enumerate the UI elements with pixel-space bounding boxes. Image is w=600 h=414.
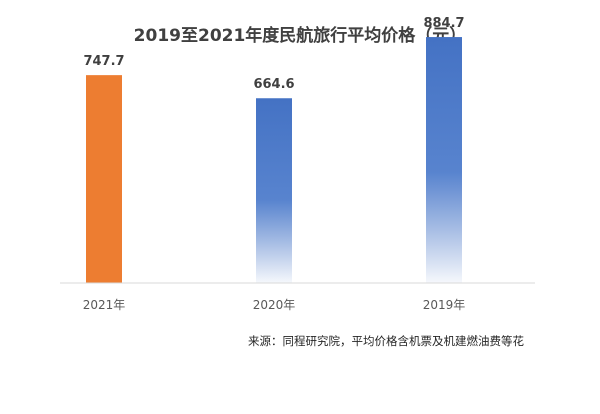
x-tick-label: 2019年 [423,298,466,312]
labels-layer: 747.7 2021年 664.6 2020年 884.7 2019年 [83,16,466,312]
data-label-2019年: 884.7 [423,16,464,31]
bar-2021年 [86,75,122,283]
x-tick-label: 2021年 [83,298,126,312]
bars-layer [86,37,462,283]
x-tick-label: 2020年 [253,298,296,312]
chart-title: 2019至2021年度民航旅行平均价格（元） [134,25,467,46]
bar-2019年 [426,37,462,283]
data-label-2021年: 747.7 [83,54,124,69]
source-note: 来源：同程研究院，平均价格含机票及机建燃油费等花 [248,334,524,348]
data-label-2020年: 664.6 [253,77,294,92]
bar-2020年 [256,98,292,283]
